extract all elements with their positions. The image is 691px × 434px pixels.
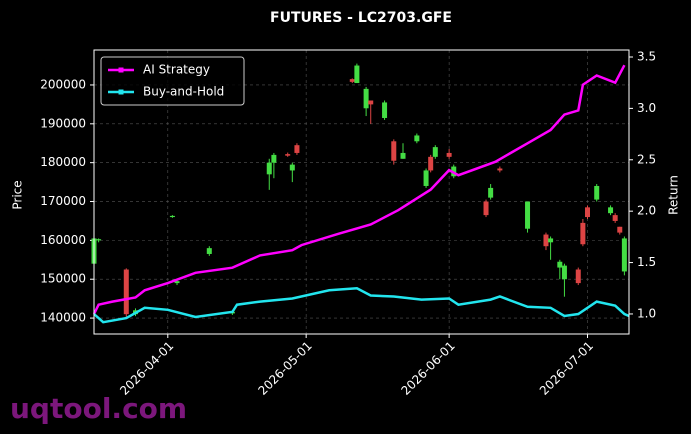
plot-frame xyxy=(93,49,630,335)
y-tick-label: 190000 xyxy=(40,116,86,130)
y-axis-label: Price xyxy=(11,180,25,209)
legend-marker xyxy=(118,89,124,95)
candle-body xyxy=(271,154,277,163)
candle-body xyxy=(608,207,614,214)
y-tick-label: 200000 xyxy=(40,77,86,91)
candle-body xyxy=(580,222,586,245)
legend-label: AI Strategy xyxy=(143,63,210,77)
y2-axis-label: Return xyxy=(667,175,681,215)
legend-label: Buy-and-Hold xyxy=(143,85,224,99)
candle-body xyxy=(594,185,600,200)
candle-body xyxy=(525,201,531,229)
y2-tick-label: 1.5 xyxy=(637,255,656,269)
candle-body xyxy=(285,154,291,156)
candle-body xyxy=(123,269,129,315)
y2-tick-label: 2.5 xyxy=(637,152,656,166)
candle-body xyxy=(400,152,406,159)
y-tick-label: 150000 xyxy=(40,272,86,286)
candle-body xyxy=(432,147,438,157)
chart-title: FUTURES - LC2703.GFE xyxy=(270,10,452,26)
candle-body xyxy=(557,261,563,268)
candle-body xyxy=(423,170,429,186)
y-tick-label: 160000 xyxy=(40,233,86,247)
candle-body xyxy=(548,238,554,243)
legend-box xyxy=(100,56,245,106)
candle-body xyxy=(414,135,420,142)
candle-body xyxy=(612,215,618,221)
candle-body xyxy=(363,88,369,109)
candle-body xyxy=(561,265,567,280)
candle-body xyxy=(294,145,300,153)
candle-body xyxy=(349,79,355,82)
candle-body xyxy=(621,238,627,272)
line xyxy=(93,287,630,324)
candle-body xyxy=(497,168,503,171)
watermark: uqtool.com xyxy=(10,392,187,425)
candle-body xyxy=(428,156,434,171)
candle-body xyxy=(543,234,549,247)
candle-body xyxy=(169,215,175,218)
legend-marker xyxy=(118,67,124,73)
y2-tick-label: 3.5 xyxy=(637,49,656,63)
candle-body xyxy=(382,102,388,118)
candle-body xyxy=(174,281,180,284)
candle-body xyxy=(354,65,360,84)
candle-body xyxy=(96,239,102,241)
y-tick-label: 170000 xyxy=(40,194,86,208)
candle-body xyxy=(266,162,272,175)
candle-body xyxy=(289,164,295,171)
candle-body xyxy=(483,201,489,216)
candle-body xyxy=(584,207,590,218)
candle-body xyxy=(391,141,397,161)
candle-body xyxy=(206,248,212,254)
y-tick-label: 180000 xyxy=(40,155,86,169)
y2-tick-label: 2.0 xyxy=(637,204,656,218)
candle-body xyxy=(446,152,452,157)
candle-body xyxy=(368,100,374,105)
candle-body xyxy=(617,226,623,233)
y2-tick-label: 3.0 xyxy=(637,101,656,115)
line xyxy=(92,64,626,315)
y2-tick-label: 1.0 xyxy=(637,306,656,320)
candle-body xyxy=(488,187,494,198)
candle-body xyxy=(575,269,581,284)
y-tick-label: 140000 xyxy=(40,311,86,325)
